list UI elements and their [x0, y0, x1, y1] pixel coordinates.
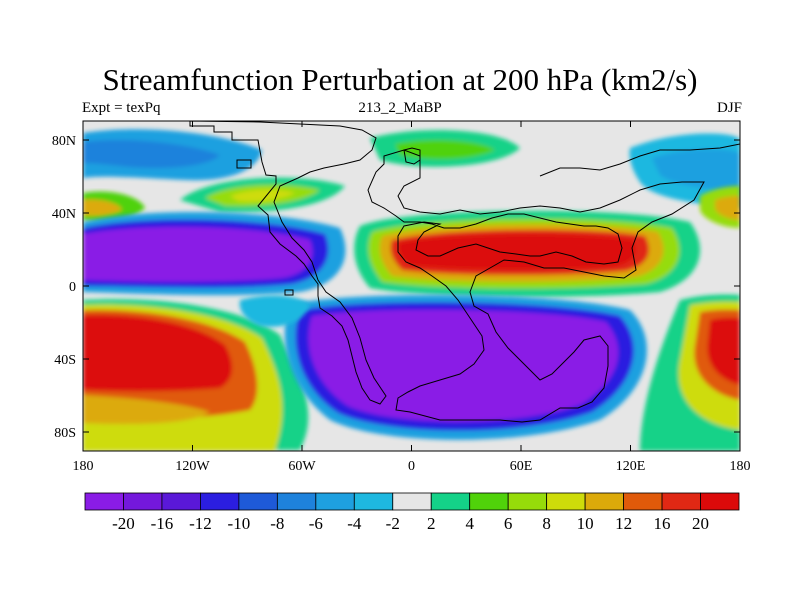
y-tick-label: 40S [54, 353, 76, 368]
southern-ocean-low [284, 294, 647, 440]
colorbar-label: -6 [309, 514, 323, 533]
y-axis-ticks [83, 139, 740, 433]
contour-field [83, 121, 740, 451]
south-low-tongue [239, 295, 310, 327]
x-tick-label: 0 [408, 459, 415, 474]
colorbar-label: 16 [654, 514, 671, 533]
colorbar-swatch [584, 492, 624, 511]
colorbar-label: 8 [542, 514, 551, 533]
north-america-high [180, 177, 345, 213]
y-tick-label: 80S [54, 426, 76, 441]
x-tick-label: 180 [73, 459, 94, 474]
colorbar-label: 12 [615, 514, 632, 533]
greenland-coast [403, 147, 421, 165]
tropical-pacific-low [83, 211, 346, 296]
colorbar-swatch [353, 492, 394, 511]
east-pacific-high [700, 185, 740, 228]
eurasia-africa-coast [367, 149, 705, 423]
season-label: DJF [716, 100, 742, 116]
plot-title: Streamfunction Perturbation at 200 hPa (… [102, 62, 698, 97]
small-island-coast [284, 289, 294, 296]
colorbar-label: 10 [577, 514, 594, 533]
arctic-island-coast [236, 159, 252, 169]
colorbar-label: 2 [427, 514, 436, 533]
colorbar-swatch [161, 492, 201, 511]
colorbar-swatch [392, 492, 432, 511]
y-axis-labels: 80N 40N 0 40S 80S [52, 134, 76, 441]
west-pacific-high [83, 191, 145, 222]
y-tick-label: 40N [52, 207, 76, 222]
x-tick-label: 120W [175, 459, 210, 474]
colorbar-label: -8 [270, 514, 284, 533]
colorbar-swatch [700, 492, 740, 511]
colorbar-swatch [84, 492, 124, 511]
x-tick-label: 60E [510, 459, 533, 474]
colorbar-swatch [507, 492, 548, 511]
colorbar-swatch [315, 492, 355, 511]
colorbar-labels: -20 -16 -12 -10 -8 -6 -4 -2 2 4 6 8 10 12 16 20 [112, 514, 709, 533]
colorbar-swatch [661, 492, 701, 511]
colorbar-label: -2 [386, 514, 400, 533]
colorbar-swatch [276, 492, 317, 511]
colorbar-swatch [623, 492, 663, 511]
y-tick-label: 80N [52, 134, 76, 149]
colorbar-swatch [546, 492, 586, 511]
colorbar-swatch [430, 492, 471, 511]
x-tick-label: 60W [288, 459, 316, 474]
colorbar [84, 492, 740, 511]
north-asia-low [629, 133, 740, 208]
colorbar-label: -12 [189, 514, 212, 533]
colorbar-label: -20 [112, 514, 135, 533]
colorbar-label: -10 [228, 514, 251, 533]
americas-coast [189, 121, 387, 405]
colorbar-label: 4 [465, 514, 474, 533]
arctic-atlantic-high [370, 130, 520, 167]
colorbar-label: 6 [504, 514, 513, 533]
colorbar-label: 20 [692, 514, 709, 533]
colorbar-swatch [200, 492, 240, 511]
run-label: 213_2_MaBP [358, 100, 442, 116]
x-axis-labels: 180 120W 60W 0 60E 120E 180 [73, 459, 751, 474]
colorbar-label: -16 [151, 514, 174, 533]
y-tick-label: 0 [69, 280, 76, 295]
colorbar-swatch [123, 492, 163, 511]
x-tick-label: 120E [616, 459, 646, 474]
experiment-label: Expt = texPq [82, 100, 161, 116]
arctic-asia-coast [539, 143, 740, 177]
x-tick-label: 180 [730, 459, 751, 474]
south-east-pacific-high [640, 294, 740, 451]
x-axis-ticks [82, 121, 741, 451]
north-pacific-low [83, 129, 262, 181]
colorbar-swatch [238, 492, 278, 511]
south-pacific-high [83, 299, 309, 451]
colorbar-swatch [469, 492, 509, 511]
colorbar-label: -4 [347, 514, 362, 533]
eurasia-high [354, 210, 700, 297]
coastlines [189, 121, 740, 423]
